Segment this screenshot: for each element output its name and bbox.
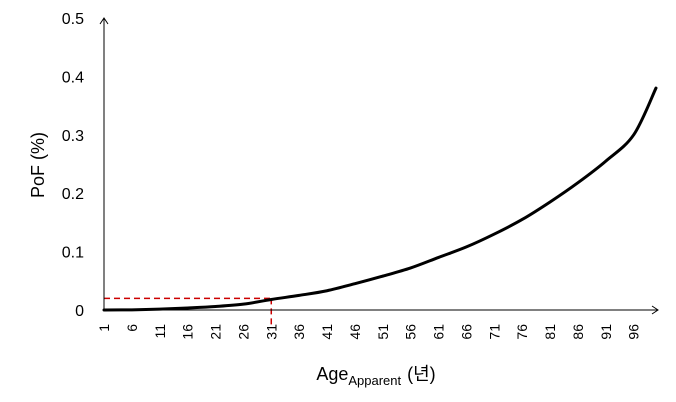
axes [99,17,659,315]
x-tick-label: 71 [486,324,502,340]
y-tick-label: 0 [75,303,84,320]
x-axis-title: AgeApparent (년) [316,364,435,388]
x-tick-label: 16 [180,324,196,340]
x-tick-label: 46 [347,324,363,340]
y-tick-label: 0.2 [62,186,84,203]
x-tick-label: 31 [263,324,279,340]
y-tick-label: 0.3 [62,128,84,145]
y-tick-label: 0.1 [62,245,84,262]
x-tick-label: 76 [514,324,530,340]
x-tick-label: 66 [458,324,474,340]
x-axis-arrow [651,305,659,315]
y-tick-label: 0.5 [62,11,84,28]
series-line [102,86,658,312]
x-tick-labels: 1 6 11 16 21 26 31 36 41 46 51 56 61 66 71 76 81 86 91 96 [96,324,642,340]
x-tick-label: 26 [235,324,251,340]
x-tick-label: 21 [208,324,224,340]
x-tick-label: 41 [319,324,335,340]
x-tick-label: 56 [403,324,419,340]
y-tick-labels: 0 0.1 0.2 0.3 0.4 0.5 [62,11,84,320]
x-tick-label: 11 [152,324,168,339]
y-axis-title: PoF (%) [28,132,48,198]
series [102,86,658,312]
x-tick-label: 36 [291,324,307,340]
reference-lines [104,297,273,328]
y-axis-arrow [99,17,109,25]
x-tick-label: 1 [96,324,112,332]
x-axis-title-main: Age [316,364,348,384]
x-axis-title-subscript: Apparent [348,373,401,388]
x-tick-label: 51 [375,324,391,340]
x-axis-title-unit: (년) [407,364,436,384]
x-tick-label: 6 [124,324,140,332]
x-tick-label: 91 [598,324,614,340]
x-tick-label: 96 [626,324,642,340]
x-tick-label: 86 [570,324,586,340]
y-tick-label: 0.4 [62,69,84,86]
x-tick-label: 61 [431,324,447,340]
x-tick-label: 81 [542,324,558,340]
